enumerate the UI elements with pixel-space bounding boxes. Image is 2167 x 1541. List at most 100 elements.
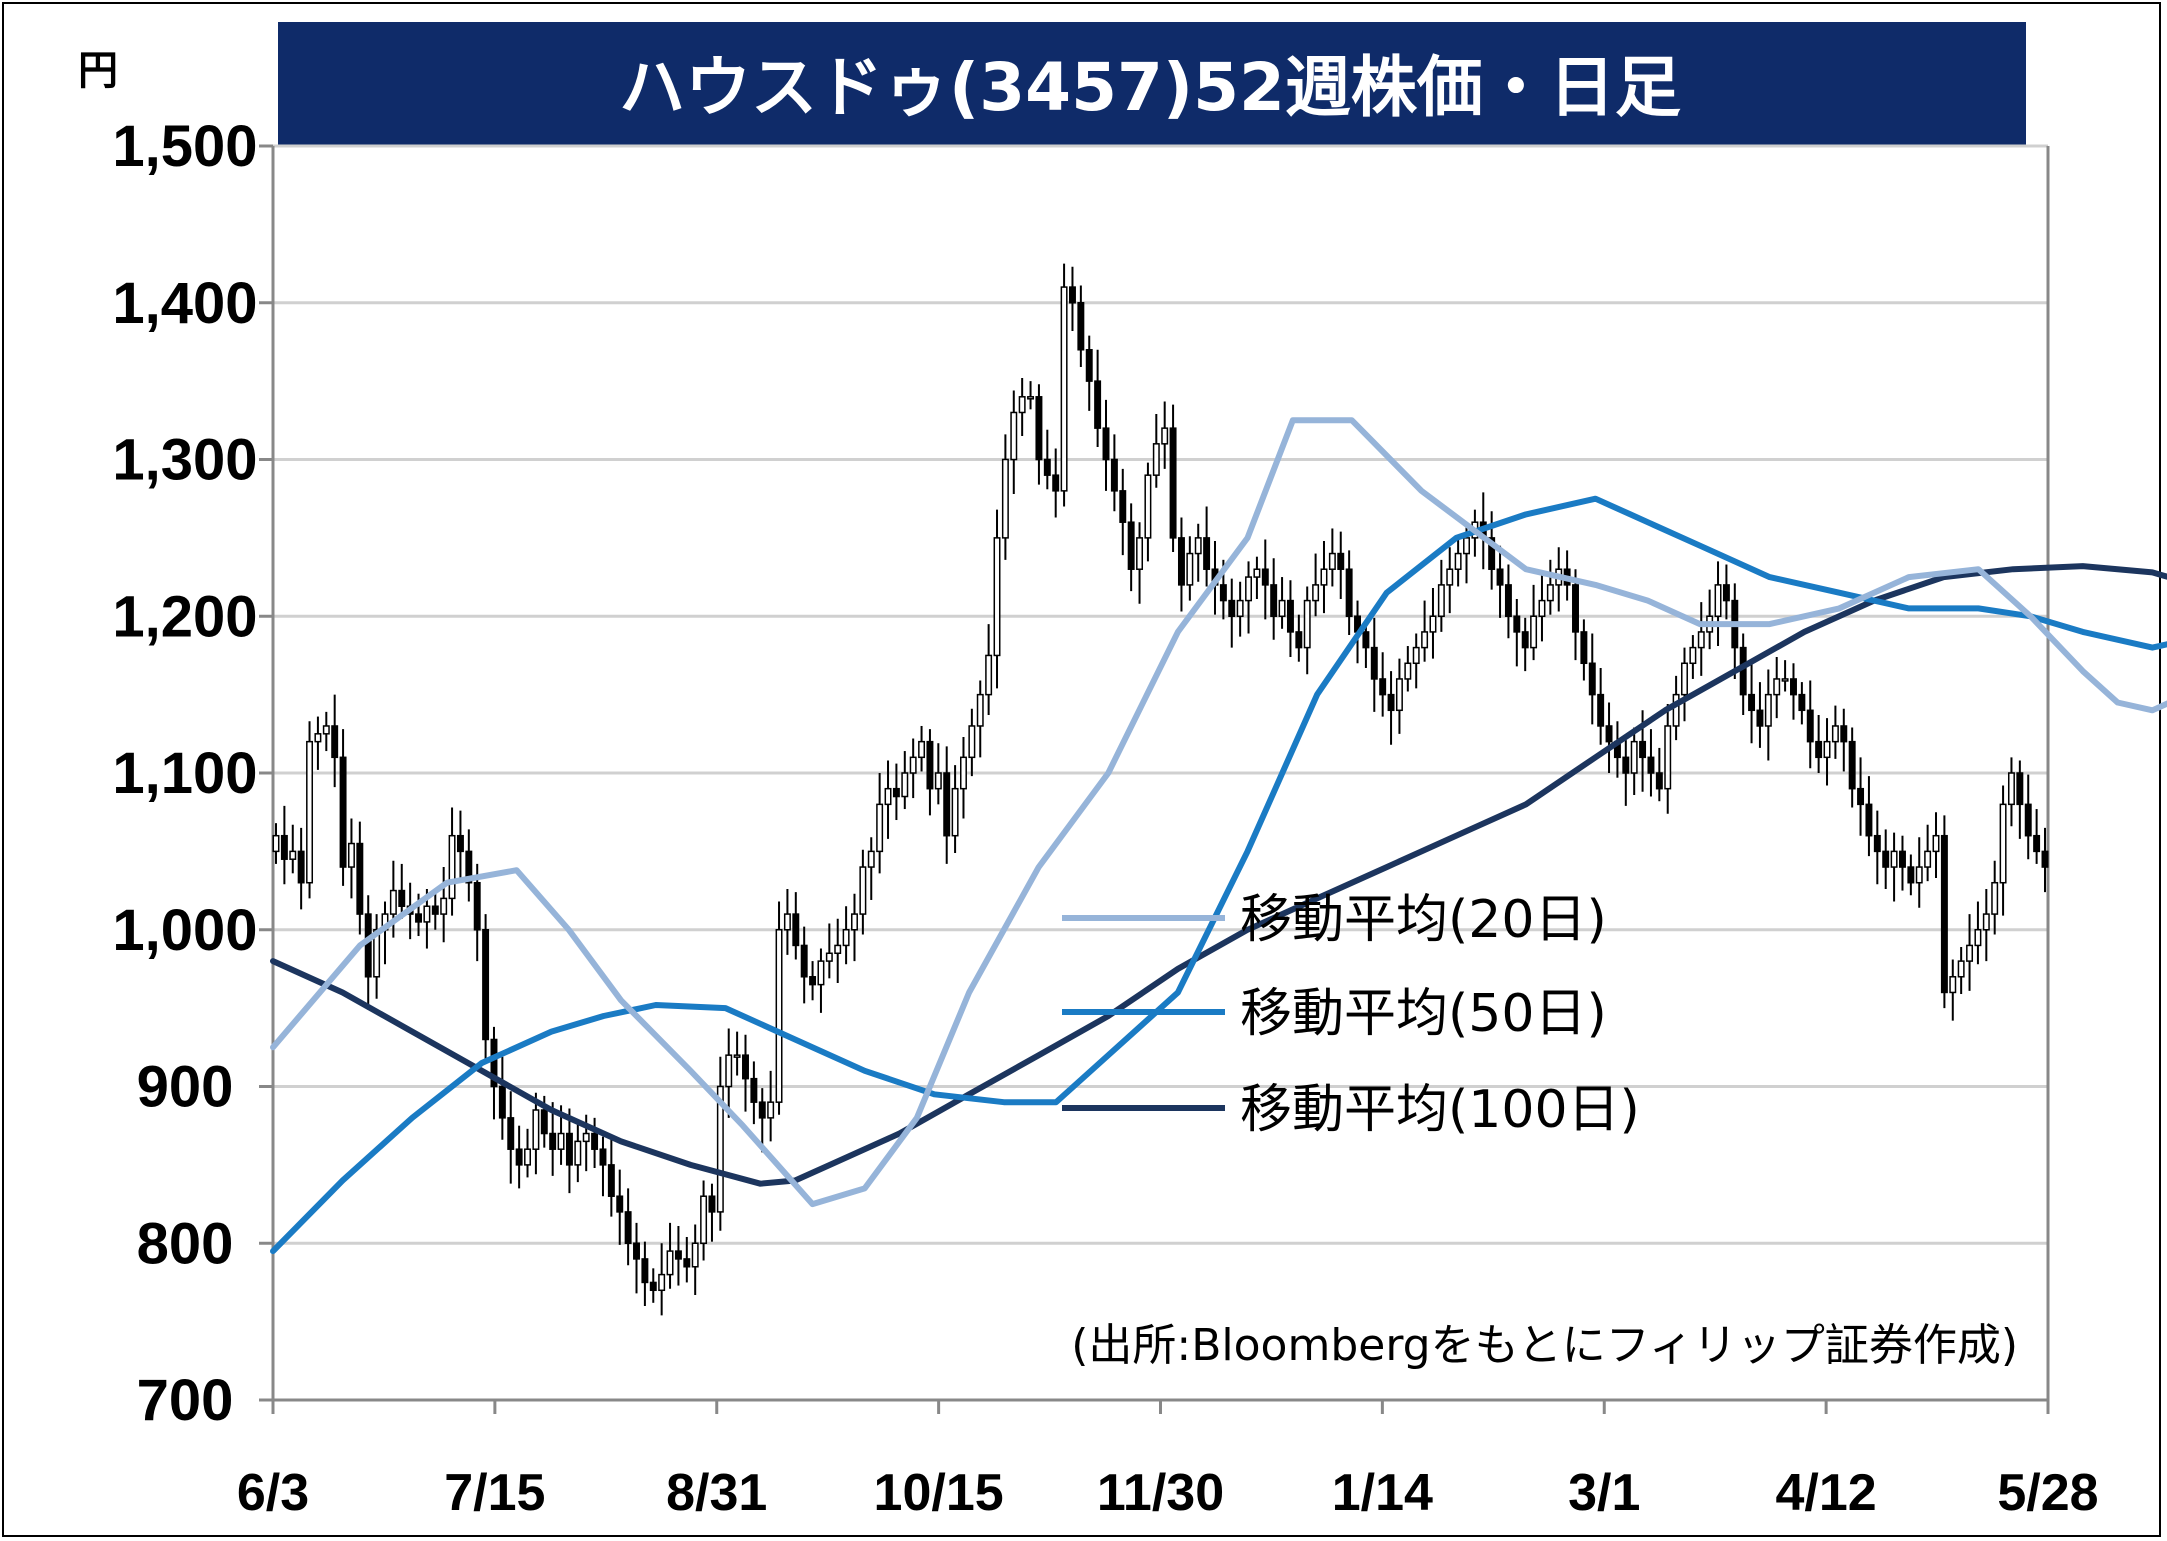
candle-body	[1136, 537, 1144, 570]
candle-body	[1236, 599, 1244, 618]
legend-label-ma20: 移動平均(20日)	[1240, 890, 1607, 950]
candle-body	[649, 1281, 657, 1292]
source-note: (出所:Bloombergをもとにフィリップ証券作成)	[1071, 1320, 2018, 1371]
x-tick-label: 5/28	[1997, 1464, 2098, 1522]
candle-body	[1865, 803, 1873, 837]
candle-body	[322, 725, 330, 735]
candle-body	[1781, 678, 1789, 682]
x-tick-label: 6/3	[237, 1464, 309, 1522]
candle-body	[398, 889, 406, 907]
candle-body	[1312, 584, 1320, 602]
candle-body	[314, 733, 322, 743]
candle-body	[532, 1109, 540, 1150]
candle-body	[1454, 552, 1462, 570]
candle-body	[1773, 678, 1781, 696]
candle-body	[867, 850, 875, 868]
candle-body	[1186, 552, 1194, 586]
candle-body	[415, 913, 423, 923]
candle-body	[884, 787, 892, 806]
candle-body	[364, 913, 372, 978]
candle-body	[1538, 599, 1546, 618]
line-ma50	[270, 495, 2167, 1255]
candle-body	[1622, 756, 1630, 774]
candle-body	[456, 834, 464, 853]
candle-body	[507, 1117, 515, 1150]
candle-body	[1957, 960, 1965, 978]
candle-body	[1043, 458, 1051, 476]
candle-body	[934, 772, 942, 790]
candle-body	[2024, 803, 2032, 837]
candle-body	[1848, 740, 1856, 790]
line-ma20	[270, 417, 2167, 1208]
candle-body	[1689, 646, 1697, 665]
candle-body	[1270, 584, 1278, 618]
candle-body	[289, 850, 297, 860]
candle-body	[1463, 537, 1470, 555]
candle-body	[851, 913, 858, 931]
candle-body	[423, 905, 431, 923]
candle-body	[926, 740, 934, 790]
candle-body	[892, 787, 900, 798]
candle-body	[1412, 646, 1420, 665]
candle-body	[1639, 740, 1647, 759]
candle-body	[591, 1132, 599, 1150]
candle-body	[1521, 631, 1529, 649]
candle-body	[1530, 615, 1538, 649]
candle-body	[951, 787, 959, 837]
y-tick-label: 1,000	[112, 898, 257, 963]
candle-body	[1345, 568, 1353, 617]
candle-body	[1362, 631, 1370, 649]
candle-body	[1203, 537, 1211, 570]
candle-body	[767, 1101, 775, 1119]
candle-body	[976, 693, 984, 727]
candle-body	[834, 944, 842, 955]
candle-body	[1672, 693, 1680, 727]
candle-body	[1110, 458, 1118, 492]
candle-body	[1798, 693, 1806, 712]
candle-body	[1630, 740, 1638, 774]
candle-body	[1966, 944, 1974, 962]
candle-body	[1228, 599, 1236, 618]
x-tick-label: 11/30	[1097, 1464, 1224, 1522]
candle-body	[1169, 427, 1177, 539]
candle-body	[817, 960, 825, 986]
candle-body	[1429, 615, 1437, 633]
candle-body	[1681, 662, 1688, 696]
candle-body	[582, 1132, 590, 1143]
candle-body	[985, 654, 993, 696]
candle-body	[389, 889, 397, 915]
y-tick-label: 700	[137, 1368, 234, 1433]
candle-body	[901, 772, 909, 798]
candle-body	[1932, 834, 1940, 853]
candle-body	[1387, 693, 1395, 712]
candle-body	[683, 1258, 691, 1268]
y-tick-label: 1,500	[112, 114, 257, 179]
x-tick-label: 3/1	[1568, 1464, 1640, 1522]
candle-body	[691, 1242, 699, 1268]
candle-body	[2041, 850, 2049, 868]
candle-body	[783, 913, 791, 931]
candle-body	[1513, 615, 1521, 633]
x-tick-label: 1/14	[1332, 1464, 1433, 1522]
x-tick-labels: 6/3 7/15 8/31 10/15 11/30 1/14 3/1 4/12 5/28	[237, 1464, 2099, 1522]
candle-body	[339, 756, 347, 868]
x-tick-label: 8/31	[666, 1464, 767, 1522]
candle-body	[1303, 599, 1311, 649]
candle-body	[2007, 772, 2015, 806]
candle-body	[473, 881, 481, 931]
candle-body	[909, 756, 917, 774]
candle-body	[1597, 693, 1605, 727]
candle-body	[1261, 568, 1269, 586]
candle-body	[1404, 662, 1412, 680]
candle-body	[1320, 568, 1328, 586]
candle-body	[700, 1195, 708, 1244]
candle-body	[1739, 646, 1747, 696]
candle-body	[1873, 834, 1881, 853]
candle-body	[1370, 646, 1378, 680]
candle-body	[1898, 850, 1906, 868]
candle-body	[347, 842, 355, 868]
y-tick-label: 1,200	[112, 584, 257, 649]
legend: 移動平均(20日) 移動平均(50日) 移動平均(100日)	[1062, 890, 1640, 1140]
candle-body	[1001, 458, 1009, 539]
candle-body	[708, 1195, 716, 1213]
